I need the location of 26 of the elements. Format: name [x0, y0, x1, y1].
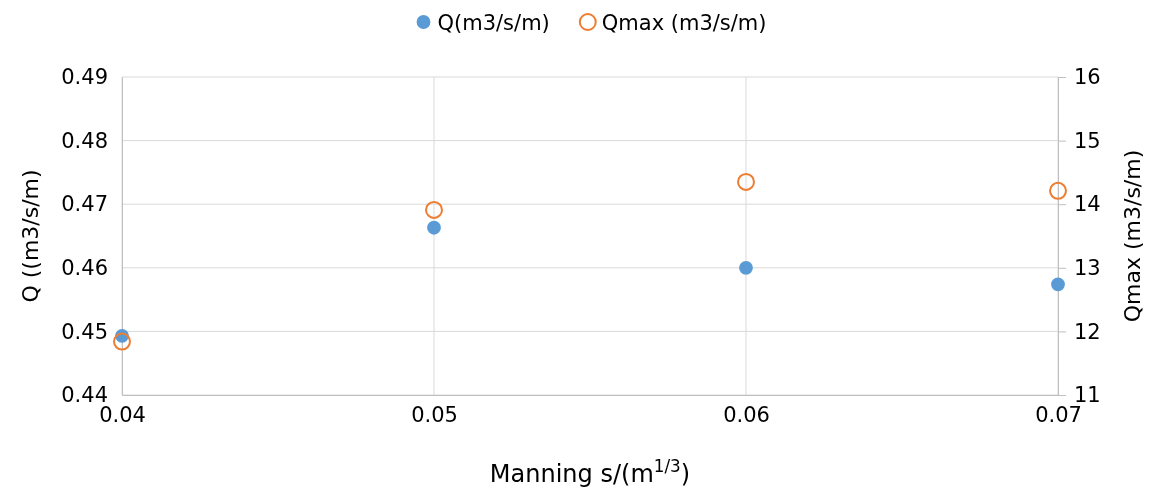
point — [1051, 277, 1065, 292]
y-tick-label: 0.47 — [61, 192, 108, 217]
y2-tick-label: 15 — [1074, 128, 1101, 153]
point — [425, 200, 443, 219]
point — [1049, 181, 1067, 200]
y-tick-label: 0.48 — [61, 128, 108, 153]
y2-tick-label: 13 — [1074, 256, 1101, 281]
y2-tick-label: 16 — [1074, 65, 1101, 90]
point — [113, 332, 131, 351]
legend-label: Q(m3/s/m) — [437, 11, 550, 35]
legend-label: Qmax (m3/s/m) — [601, 11, 767, 35]
y2-axis-title: Qmax (m3/s/m) — [1120, 149, 1145, 323]
y-tick-label: 0.45 — [61, 319, 108, 344]
x-tick-label: 0.05 — [411, 402, 458, 427]
y2-tick-label: 12 — [1074, 319, 1101, 344]
x-axis-title: Manning s/(m$^{1/3}$) — [489, 456, 691, 488]
y-tick-label: 0.46 — [61, 256, 108, 281]
x-tick-label: 0.06 — [723, 402, 770, 427]
point — [737, 172, 755, 191]
x-tick-label: 0.07 — [1035, 402, 1082, 427]
y-tick-label: 0.49 — [61, 65, 108, 90]
y-axis-title: Q ((m3/s/m) — [18, 169, 43, 303]
point — [427, 220, 441, 235]
point — [739, 260, 753, 275]
y2-tick-label: 14 — [1074, 192, 1101, 217]
x-tick-label: 0.04 — [99, 402, 146, 427]
